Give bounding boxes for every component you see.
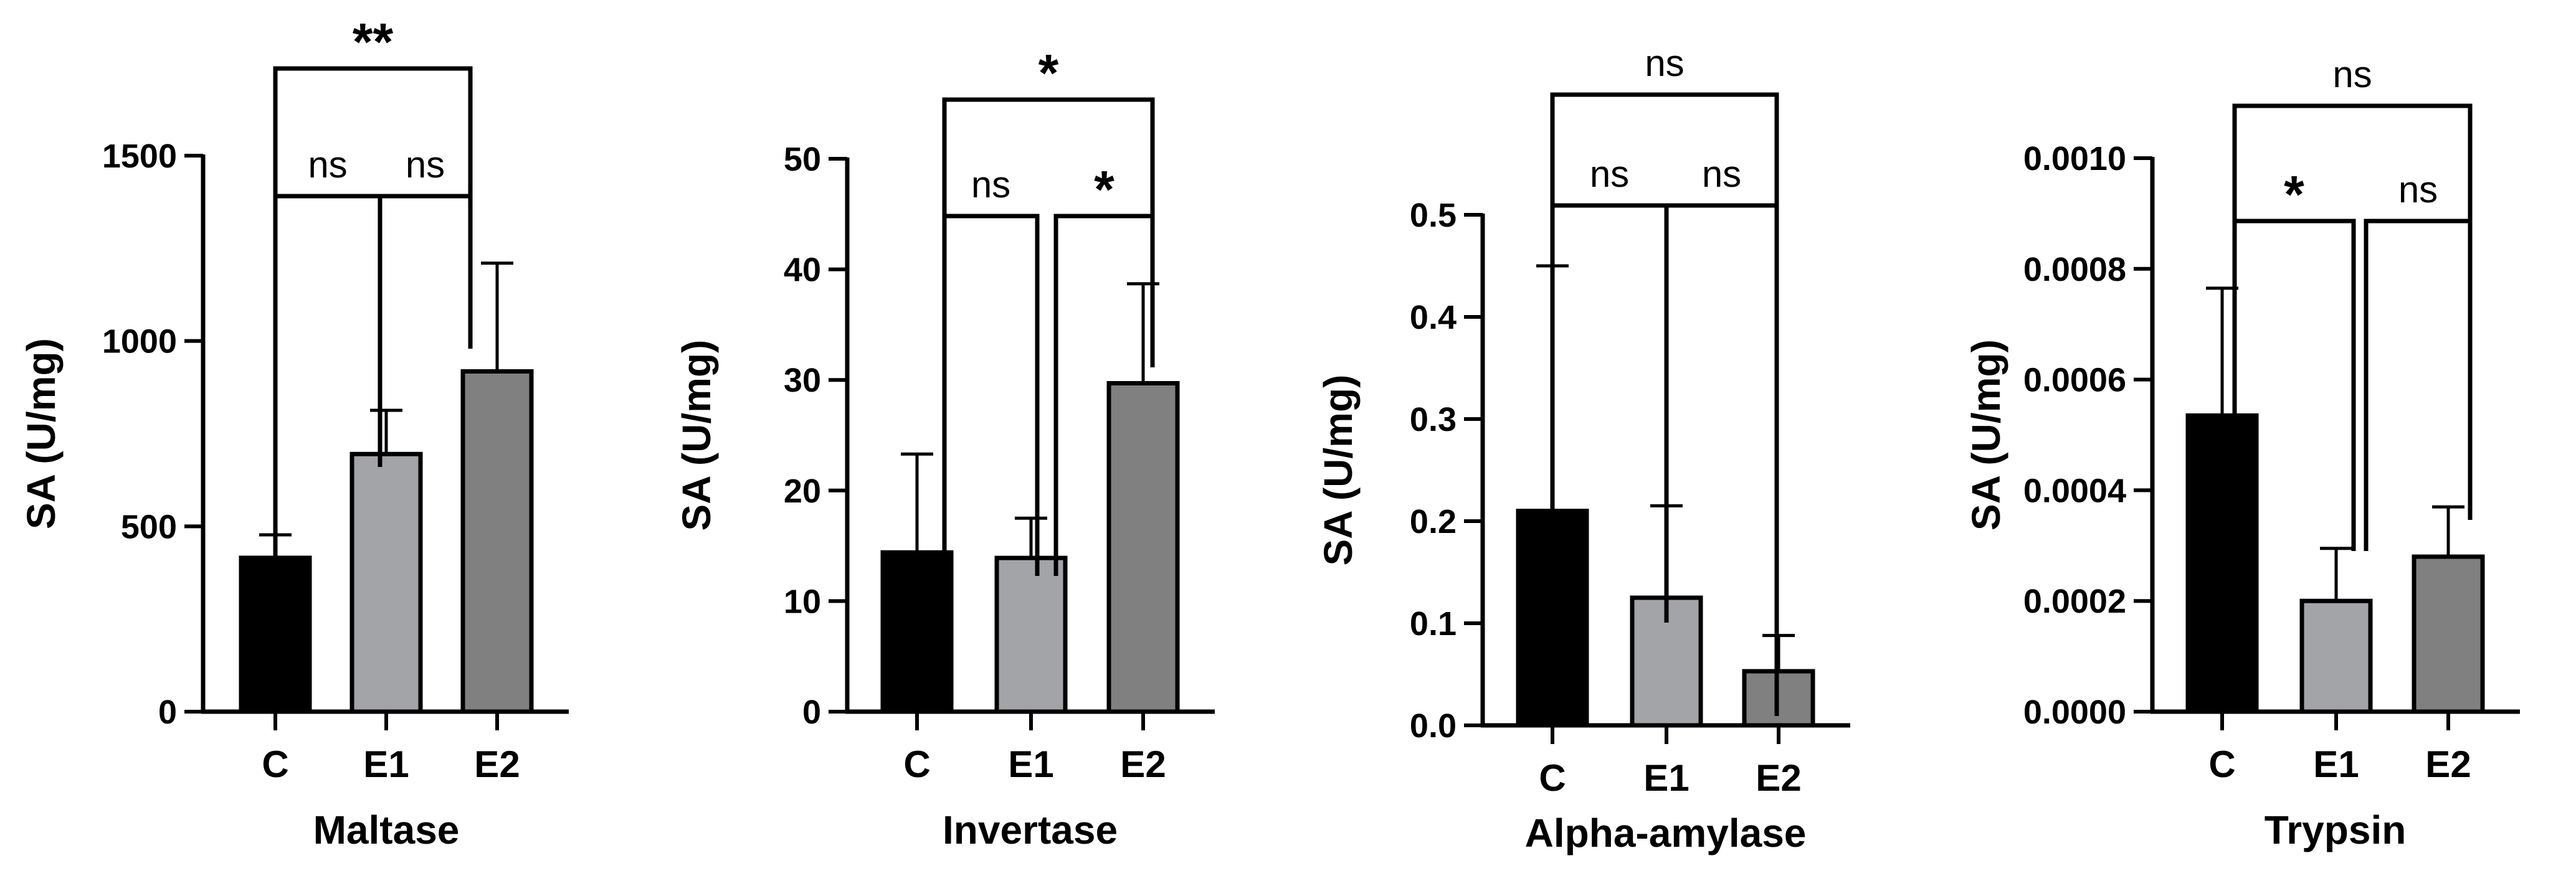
chart-panel-2: 0 10 20 30 40 50 C E1 E2 SA (U/mg) Invertase ns * * xyxy=(674,44,1215,852)
y-tick-label: 0.0 xyxy=(1410,707,1457,745)
significance-label: * xyxy=(2284,165,2304,224)
x-axis-title: Alpha-amylase xyxy=(1525,811,1807,855)
significance-label: ns xyxy=(2332,54,2372,95)
bar-e1 xyxy=(994,555,1068,714)
y-tick-label: 1500 xyxy=(102,138,177,175)
x-axis-title: Maltase xyxy=(313,808,460,852)
y-axis-title: SA (U/mg) xyxy=(19,338,64,529)
y-axis-title: SA (U/mg) xyxy=(1316,375,1361,566)
significance-bracket xyxy=(942,97,1155,216)
significance-label: ns xyxy=(971,164,1010,205)
bar-e1 xyxy=(349,451,423,714)
y-tick-label: 0.1 xyxy=(1410,605,1457,643)
x-tick-label: E1 xyxy=(1008,743,1053,785)
significance-label: ns xyxy=(406,144,445,186)
significance-label: ns xyxy=(308,144,347,186)
y-tick-label: 10 xyxy=(784,583,821,620)
x-tick-label: E2 xyxy=(474,743,520,785)
y-tick-label: 30 xyxy=(784,362,821,399)
significance-label: * xyxy=(1038,44,1059,102)
bar-c xyxy=(880,550,954,714)
y-tick-label: 0.0000 xyxy=(2023,694,2126,731)
y-tick-label: 0.3 xyxy=(1410,401,1457,438)
significance-label: ns xyxy=(1590,153,1629,195)
y-tick-label: 50 xyxy=(784,141,821,178)
significance-label: ns xyxy=(2398,169,2438,210)
significance-bracket xyxy=(378,194,473,467)
significance-bracket xyxy=(1053,214,1155,576)
y-tick-label: 0.5 xyxy=(1410,197,1457,234)
y-tick-label: 0.0006 xyxy=(2023,362,2126,399)
bar-e2 xyxy=(2412,554,2485,714)
y-tick-label: 0.0010 xyxy=(2023,140,2126,177)
significance-bracket xyxy=(1664,203,1779,716)
chart-panel-1: 0 500 1000 1500 C E1 E2 SA (U/mg) Maltase ns ns ** xyxy=(19,12,569,852)
x-tick-label: E2 xyxy=(1120,743,1166,785)
chart-panel-3: 0.0 0.1 0.2 0.3 0.4 0.5 C E1 E2 SA (U/mg) Alpha-am… xyxy=(1316,42,1850,855)
significance-label: ns xyxy=(1645,42,1684,84)
y-tick-label: 0 xyxy=(802,694,821,731)
y-tick-label: 20 xyxy=(784,473,821,510)
x-axis-title: Invertase xyxy=(943,808,1118,852)
significance-bracket xyxy=(1550,92,1779,205)
y-tick-label: 0.0002 xyxy=(2023,583,2126,620)
significance-bracket xyxy=(2364,219,2473,551)
x-tick-label: C xyxy=(1539,757,1566,799)
y-tick-label: 500 xyxy=(121,508,177,545)
y-tick-label: 0.0008 xyxy=(2023,251,2126,288)
significance-bracket xyxy=(942,214,1040,576)
y-tick-label: 40 xyxy=(784,252,821,289)
x-tick-label: C xyxy=(903,743,930,785)
x-tick-label: E1 xyxy=(2313,743,2359,785)
x-tick-label: E2 xyxy=(1756,757,1801,799)
significance-bracket xyxy=(273,66,473,196)
x-tick-label: E1 xyxy=(363,743,409,785)
significance-label: * xyxy=(1094,160,1115,219)
y-tick-label: 0.0004 xyxy=(2023,472,2126,509)
bar-e2 xyxy=(460,369,534,714)
y-tick-label: 1000 xyxy=(102,323,177,361)
y-axis-title: SA (U/mg) xyxy=(1964,339,2008,530)
x-axis-title: Trypsin xyxy=(2265,808,2407,852)
y-tick-label: 0.2 xyxy=(1410,503,1457,540)
x-tick-label: C xyxy=(2208,743,2235,785)
x-tick-label: C xyxy=(262,743,288,785)
y-axis-title: SA (U/mg) xyxy=(674,340,719,531)
significance-bracket xyxy=(2232,103,2473,221)
y-tick-label: 0 xyxy=(158,694,177,731)
bar-e1 xyxy=(2299,598,2373,714)
significance-bracket xyxy=(2232,219,2356,551)
significance-label: ** xyxy=(353,12,394,71)
y-tick-label: 0.4 xyxy=(1410,299,1457,336)
bar-c xyxy=(2185,413,2259,714)
bar-c xyxy=(1516,509,1589,728)
x-tick-label: E2 xyxy=(2425,743,2471,785)
bar-e2 xyxy=(1106,381,1180,714)
significance-label: ns xyxy=(1702,153,1741,195)
chart-panel-4: 0.0000 0.0002 0.0004 0.0006 0.0008 0.0010 C E1 E… xyxy=(1964,54,2520,852)
x-tick-label: E1 xyxy=(1643,757,1689,799)
